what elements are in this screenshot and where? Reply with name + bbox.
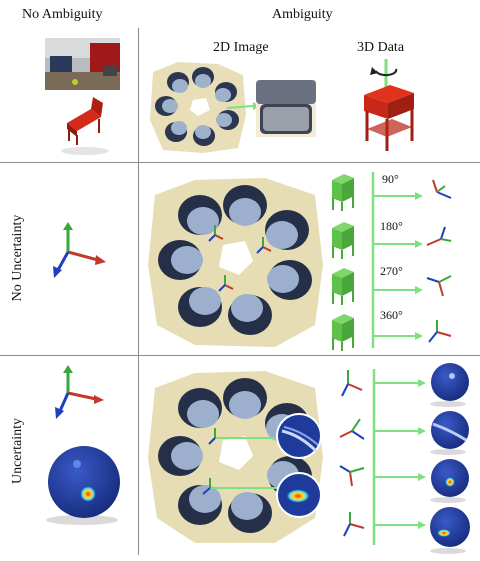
- row-label-uncertainty: Uncertainty: [10, 417, 25, 485]
- angle-360: 360°: [380, 308, 403, 322]
- zoom-circle-hotspot: [276, 472, 322, 518]
- axes-rotated-270: [425, 270, 455, 300]
- uncertainty-sphere-1: [424, 362, 474, 408]
- axes-uncertain-2: [338, 415, 368, 445]
- zoom-arrow: [225, 100, 260, 112]
- rotation-arrows-row2: [365, 168, 425, 353]
- uncertainty-sphere-4: [424, 505, 474, 555]
- axes-rotated-180: [425, 225, 455, 255]
- chairs-ring-image-large: [145, 175, 325, 350]
- axes-rotated-90: [425, 178, 455, 208]
- angle-270: 270°: [380, 264, 403, 278]
- header-2d-image: 2D Image: [213, 40, 269, 55]
- divider-vertical: [138, 28, 139, 555]
- room-photo: [45, 38, 120, 90]
- axes-uncertain-3: [338, 460, 368, 490]
- axes-icon-no-uncertainty: [48, 222, 108, 282]
- header-3d-data: 3D Data: [357, 40, 405, 55]
- chair-seat-zoom: [256, 80, 316, 137]
- zoom-circle-arc: [276, 413, 322, 459]
- axes-uncertain-1: [338, 368, 368, 398]
- rotation-arrows-row3: [366, 365, 428, 550]
- green-box-4: [330, 312, 356, 352]
- axes-rotated-360: [425, 316, 455, 346]
- uncertainty-sphere-2: [424, 410, 474, 456]
- header-ambiguity: Ambiguity: [272, 7, 333, 22]
- divider-horizontal-2: [0, 355, 480, 356]
- green-box-1: [330, 172, 356, 212]
- red-chair-icon: [55, 95, 115, 157]
- angle-180: 180°: [380, 219, 403, 233]
- axes-icon-uncertainty: [50, 365, 105, 420]
- row-label-no-uncertainty: No Uncertainty: [10, 214, 25, 302]
- red-nightstand-icon: [358, 57, 418, 157]
- divider-horizontal-1: [0, 162, 480, 163]
- angle-90: 90°: [382, 172, 399, 186]
- header-no-ambiguity: No Ambiguity: [22, 7, 103, 22]
- axes-uncertain-4: [338, 508, 368, 538]
- green-box-3: [330, 266, 356, 306]
- uncertainty-sphere-large: [32, 442, 132, 527]
- uncertainty-sphere-3: [424, 458, 474, 504]
- green-box-2: [330, 220, 356, 260]
